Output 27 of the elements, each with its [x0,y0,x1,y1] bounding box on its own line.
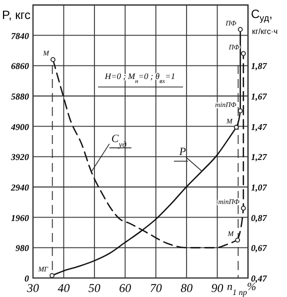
x-tick-label: 60 [119,281,132,295]
y2-axis-title: C$_{уд}$, кг/кгс·ч [251,7,278,36]
y-tick-label: 4900 [10,122,30,132]
y-tick-label: 3920 [10,152,30,162]
x-tick-label: 70 [150,281,162,295]
y-tick-label: 6860 [11,61,30,72]
y2-tick-label: 0,87 [251,212,268,223]
y2-tick-label: 1,47 [251,122,268,132]
y-tick-label: 7840 [11,30,30,41]
y-axis-title: P, кгс [2,8,30,22]
x-tick-label: 50 [88,281,100,295]
y-tick-label: 5880 [11,92,30,102]
x-tick-label: 90 [211,281,224,295]
y2-tick-label: 0,47 [251,274,268,284]
y-tick-label: 0 [24,274,30,284]
series-label: P [178,146,186,158]
y2-tick-label: 1,27 [251,152,268,162]
y-tick-label: 1960 [11,212,30,223]
y-tick-label: 980 [16,243,30,254]
y2-tick-label: 1,07 [251,182,268,192]
x-tick-label: 30 [26,281,39,295]
y-tick-label: 2940 [10,182,30,192]
y2-tick-label: 1,87 [251,61,268,72]
y2-tick-label: 0,67 [251,243,268,254]
y2-tick-label: 1,67 [251,92,268,102]
x-tick-label: 80 [180,281,193,295]
x-tick-label: 40 [58,281,70,295]
